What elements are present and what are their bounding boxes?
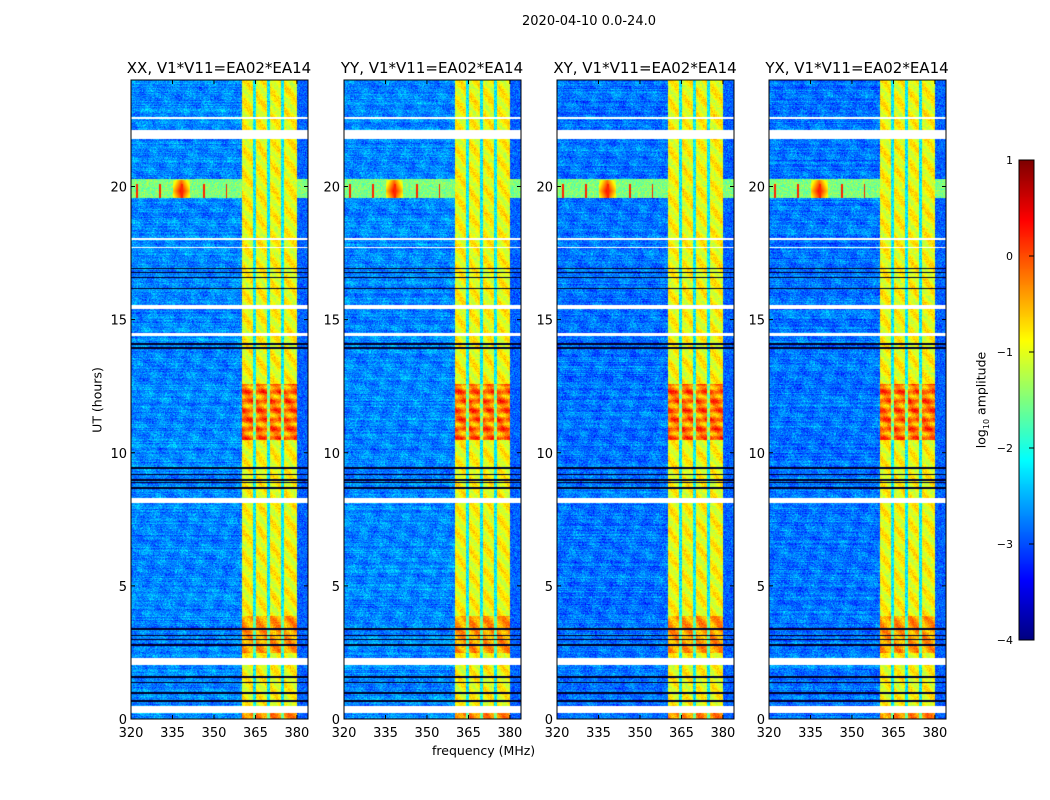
colorbar-tick-label: 0 — [1006, 250, 1013, 263]
x-tick-label: 320 — [545, 726, 570, 741]
x-tick-label: 320 — [332, 726, 357, 741]
y-axis-label: UT (hours) — [89, 367, 105, 433]
x-tick-label: 350 — [840, 726, 865, 741]
y-tick-label: 10 — [323, 447, 340, 462]
y-tick-label: 20 — [536, 181, 553, 196]
y-tick-label: 0 — [757, 713, 765, 728]
x-tick-label: 335 — [798, 726, 823, 741]
panel-title-yy: YY, V1*V11=EA02*EA14 — [340, 59, 524, 77]
y-tick-label: 15 — [748, 314, 765, 329]
y-tick-label: 20 — [748, 181, 765, 196]
y-tick-label: 0 — [332, 713, 340, 728]
x-tick-label: 380 — [711, 726, 736, 741]
y-tick-label: 10 — [536, 447, 553, 462]
y-tick-label: 15 — [536, 314, 553, 329]
colorbar-tick-label: −3 — [997, 538, 1013, 551]
x-tick-label: 380 — [498, 726, 523, 741]
y-tick-label: 5 — [757, 580, 765, 595]
figure-title: 2020-04-10 0.0-24.0 — [522, 14, 656, 29]
y-tick-label: 10 — [748, 447, 765, 462]
panel-title-xy: XY, V1*V11=EA02*EA14 — [553, 59, 737, 77]
x-tick-label: 350 — [628, 726, 653, 741]
colorbar-label: log10 amplitude — [973, 351, 991, 449]
x-tick-label: 350 — [202, 726, 227, 741]
y-tick-label: 5 — [545, 580, 553, 595]
x-tick-label: 320 — [119, 726, 144, 741]
y-tick-label: 5 — [119, 580, 127, 595]
x-tick-label: 335 — [160, 726, 185, 741]
heatmap-panel-yx — [769, 80, 946, 719]
y-tick-label: 0 — [119, 713, 127, 728]
colorbar — [1019, 160, 1034, 640]
panel-title-yx: YX, V1*V11=EA02*EA14 — [765, 59, 949, 77]
x-tick-label: 335 — [586, 726, 611, 741]
colorbar-tick-label: 1 — [1006, 154, 1013, 167]
x-axis-label: frequency (MHz) — [432, 743, 536, 758]
y-tick-label: 0 — [545, 713, 553, 728]
heatmap-panel-xy — [557, 80, 734, 719]
y-tick-label: 15 — [323, 314, 340, 329]
x-tick-label: 365 — [669, 726, 694, 741]
heatmap-panel-xx — [131, 80, 308, 719]
y-tick-label: 15 — [110, 314, 127, 329]
x-tick-label: 365 — [243, 726, 268, 741]
x-tick-label: 365 — [456, 726, 481, 741]
x-tick-label: 365 — [881, 726, 906, 741]
y-tick-label: 20 — [110, 181, 127, 196]
x-tick-label: 320 — [757, 726, 782, 741]
y-tick-label: 10 — [110, 447, 127, 462]
x-tick-label: 380 — [285, 726, 310, 741]
y-tick-label: 5 — [332, 580, 340, 595]
y-tick-label: 20 — [323, 181, 340, 196]
x-tick-label: 335 — [373, 726, 398, 741]
heatmap-panel-yy — [344, 80, 521, 719]
panel-title-xx: XX, V1*V11=EA02*EA14 — [126, 59, 312, 77]
colorbar-tick-label: −1 — [997, 346, 1013, 359]
x-tick-label: 350 — [415, 726, 440, 741]
colorbar-tick-label: −2 — [997, 442, 1013, 455]
colorbar-tick-label: −4 — [997, 634, 1013, 647]
x-tick-label: 380 — [923, 726, 948, 741]
